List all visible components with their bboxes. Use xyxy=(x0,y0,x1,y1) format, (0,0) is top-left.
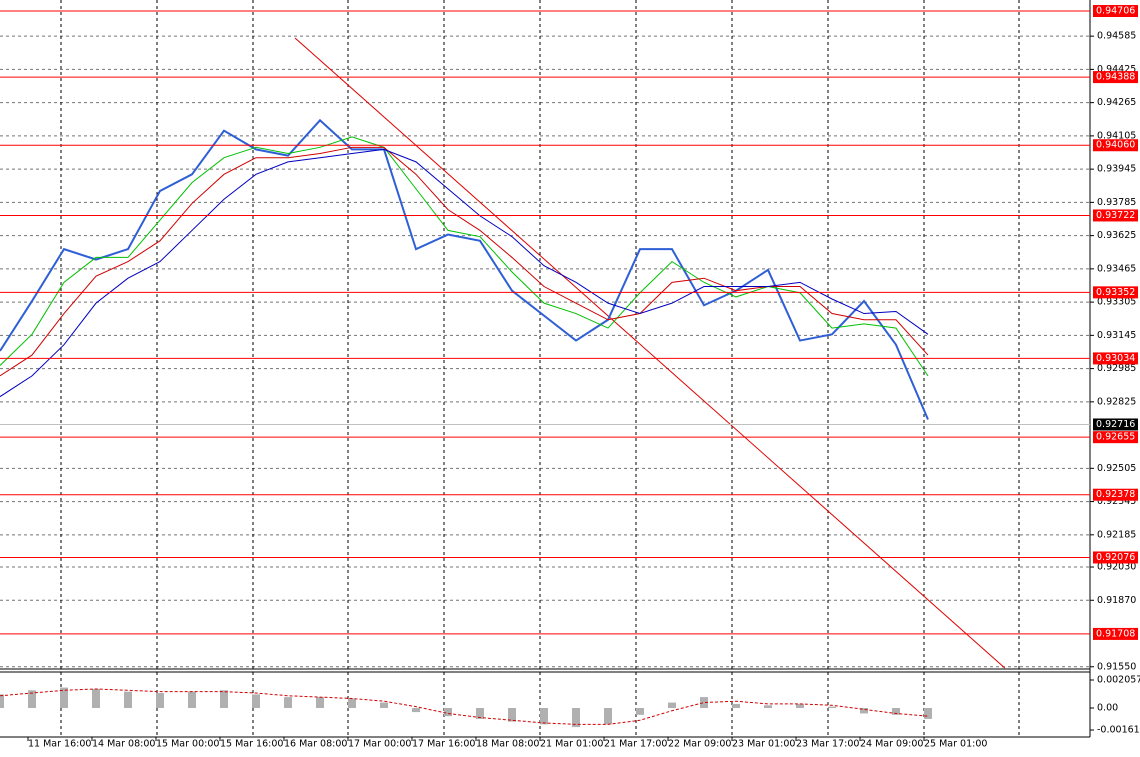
price-level-tag xyxy=(1093,627,1138,640)
y-tick-label: -0.001617 xyxy=(1097,725,1140,736)
histogram-bar xyxy=(124,691,132,709)
histogram-bar xyxy=(828,706,836,709)
histogram-bar xyxy=(220,690,228,709)
price-level-tag xyxy=(1093,139,1138,152)
x-tick-label: 22 Mar 09:00 xyxy=(668,739,731,750)
histogram-bar xyxy=(28,690,36,709)
x-tick-label: 11 Mar 16:00 xyxy=(28,739,91,750)
price-level-label: 0.94706 xyxy=(1096,6,1135,17)
price-level-tag xyxy=(1093,488,1138,501)
y-tick-label: 0.91870 xyxy=(1097,595,1136,606)
price-level-label: 0.94388 xyxy=(1096,72,1135,83)
y-tick-label: 0.92825 xyxy=(1097,396,1136,407)
histogram-bar xyxy=(668,702,676,709)
price-line xyxy=(0,118,929,420)
price-level-label: 0.94060 xyxy=(1096,140,1135,151)
price-level-label: 0.93352 xyxy=(1096,287,1135,298)
y-tick-label: 0.93305 xyxy=(1097,297,1136,308)
price-level-label: 0.92378 xyxy=(1096,489,1135,500)
x-tick-label: 15 Mar 00:00 xyxy=(156,739,219,750)
histogram-bar xyxy=(636,708,644,715)
y-tick-label: 0.94425 xyxy=(1097,64,1136,75)
last-price-tag xyxy=(1093,418,1138,431)
price-level-label: 0.92655 xyxy=(1096,432,1135,443)
price-level-label: 0.93722 xyxy=(1096,210,1135,221)
price-level-tag xyxy=(1093,286,1138,299)
y-tick-label: 0.93625 xyxy=(1097,230,1136,241)
price-line xyxy=(0,148,929,398)
histogram-bar xyxy=(156,693,164,709)
last-price-label: 0.92716 xyxy=(1096,419,1135,430)
histogram-bar xyxy=(188,691,196,709)
histogram-bar xyxy=(572,708,580,728)
histogram-bar xyxy=(796,703,804,709)
x-tick-label: 21 Mar 17:00 xyxy=(604,739,667,750)
histogram-bar xyxy=(860,708,868,714)
signal-line xyxy=(0,688,929,725)
x-tick-label: 15 Mar 16:00 xyxy=(220,739,283,750)
x-tick-label: 23 Mar 17:00 xyxy=(796,739,859,750)
histogram-bar xyxy=(476,708,484,719)
price-level-tag xyxy=(1093,352,1138,365)
histogram-bar xyxy=(284,697,292,709)
y-tick-label: 0.92345 xyxy=(1097,496,1136,507)
price-level-label: 0.91708 xyxy=(1096,628,1135,639)
y-tick-label: 0.94585 xyxy=(1097,31,1136,42)
x-tick-label: 16 Mar 08:00 xyxy=(284,739,347,750)
price-level-tag xyxy=(1093,431,1138,444)
y-tick-label: 0.92030 xyxy=(1097,562,1136,573)
histogram-bar xyxy=(92,688,100,709)
y-tick-label: 0.93145 xyxy=(1097,330,1136,341)
price-level-tag xyxy=(1093,5,1138,18)
histogram-bar xyxy=(604,708,612,725)
price-line xyxy=(0,146,929,377)
histogram-bar xyxy=(252,694,260,709)
price-level-tag xyxy=(1093,71,1138,84)
y-tick-label: 0.00 xyxy=(1097,703,1118,714)
x-tick-label: 23 Mar 01:00 xyxy=(732,739,795,750)
price-level-tag xyxy=(1093,209,1138,222)
y-tick-label: 0.93785 xyxy=(1097,197,1136,208)
histogram-bar xyxy=(348,698,356,709)
y-tick-label: 0.94265 xyxy=(1097,97,1136,108)
histogram-bar xyxy=(508,708,516,722)
histogram-bar xyxy=(0,694,4,709)
x-tick-label: 21 Mar 01:00 xyxy=(540,739,603,750)
y-tick-label: 0.92505 xyxy=(1097,463,1136,474)
y-tick-label: 0.94105 xyxy=(1097,130,1136,141)
histogram-bar xyxy=(380,702,388,709)
x-tick-label: 25 Mar 01:00 xyxy=(924,739,987,750)
histogram-bar xyxy=(924,708,932,719)
x-tick-label: 18 Mar 08:00 xyxy=(476,739,539,750)
price-level-label: 0.92076 xyxy=(1096,552,1135,563)
histogram-bar xyxy=(892,708,900,715)
y-tick-label: 0.91550 xyxy=(1097,661,1136,672)
histogram-bar xyxy=(412,708,420,713)
trend-line xyxy=(294,37,1006,669)
histogram-bar xyxy=(764,705,772,709)
x-tick-label: 14 Mar 08:00 xyxy=(92,739,155,750)
x-tick-label: 17 Mar 00:00 xyxy=(348,739,411,750)
price-line xyxy=(0,136,929,377)
y-tick-label: 0.92985 xyxy=(1097,363,1136,374)
x-tick-label: 24 Mar 09:00 xyxy=(860,739,923,750)
histogram-bar xyxy=(444,708,452,717)
y-tick-label: 0.002057 xyxy=(1097,675,1140,686)
y-tick-label: 0.93465 xyxy=(1097,263,1136,274)
histogram-bar xyxy=(316,697,324,709)
histogram-bar xyxy=(60,687,68,709)
histogram-bar xyxy=(700,697,708,709)
price-level-tag xyxy=(1093,551,1138,564)
x-tick-label: 17 Mar 16:00 xyxy=(412,739,475,750)
y-tick-label: 0.92185 xyxy=(1097,529,1136,540)
y-tick-label: 0.93945 xyxy=(1097,164,1136,175)
histogram-bar xyxy=(540,708,548,725)
histogram-bar xyxy=(732,703,740,709)
price-level-label: 0.93034 xyxy=(1096,353,1135,364)
